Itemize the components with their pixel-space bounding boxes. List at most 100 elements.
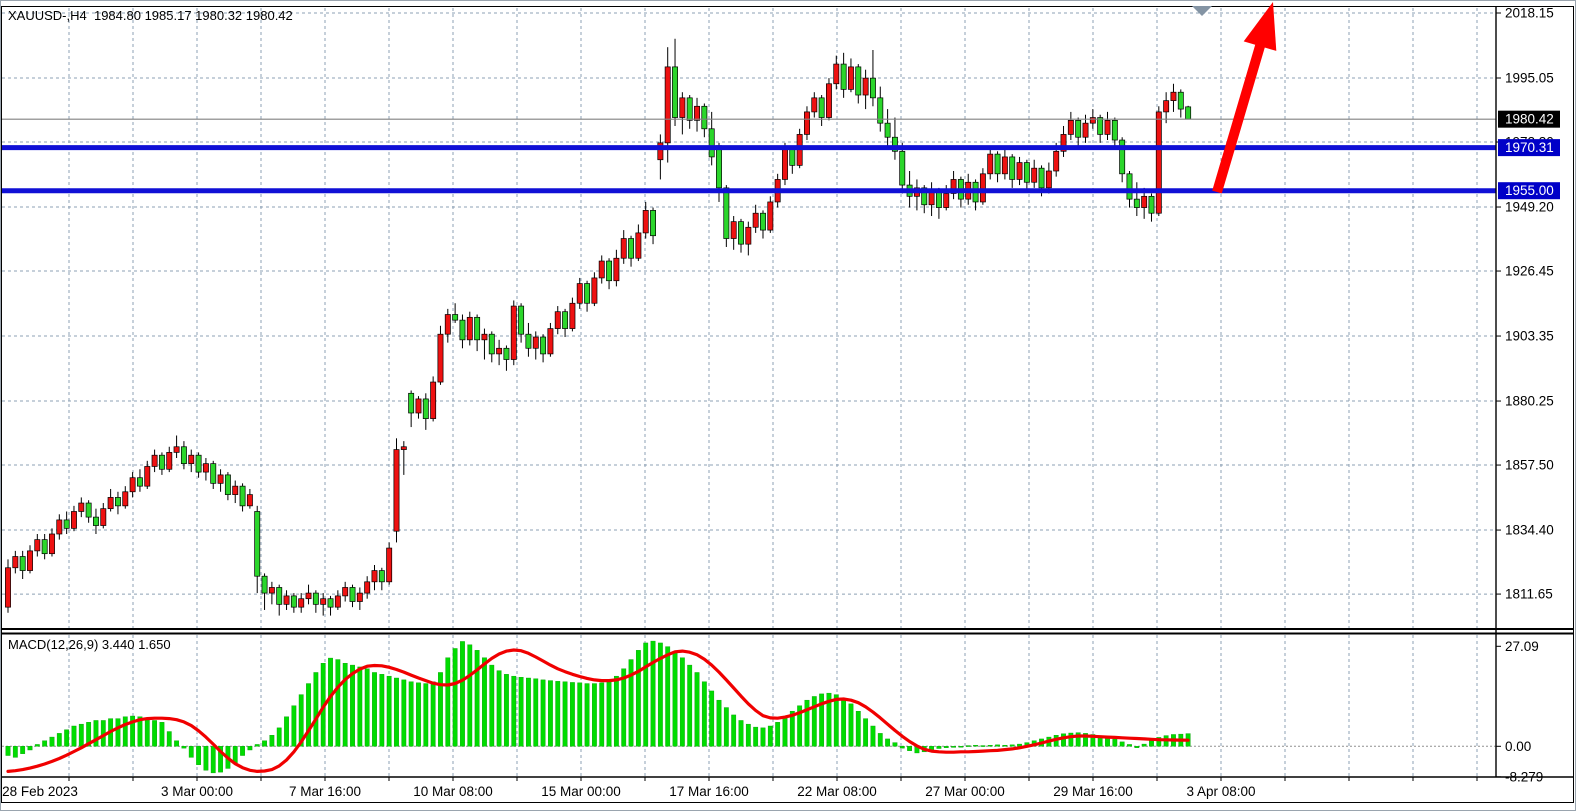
candle [202, 458, 209, 481]
macd-histogram-bar [203, 746, 209, 771]
macd-histogram-bar [232, 746, 238, 764]
current-price-badge-text: 1980.42 [1505, 112, 1554, 127]
candle [1148, 193, 1155, 222]
macd-histogram-bar [504, 674, 509, 747]
chart-frame [1, 6, 1574, 803]
macd-histogram-bar [342, 663, 348, 747]
macd-histogram-bar [1002, 744, 1008, 747]
candle [664, 47, 671, 163]
macd-histogram-bar [526, 677, 531, 747]
candle [129, 472, 136, 498]
candle [642, 201, 649, 239]
candle [100, 503, 107, 529]
candle [158, 452, 165, 475]
candle [481, 328, 488, 360]
macd-histogram-bar [650, 640, 656, 747]
macd-histogram-bar [115, 718, 121, 747]
macd-histogram-bar [49, 736, 55, 747]
candle [1119, 137, 1126, 183]
macd-histogram-bar [166, 731, 172, 747]
macd-histogram-bar [78, 723, 84, 747]
candle [804, 106, 810, 141]
candle [899, 142, 906, 194]
candle [1060, 125, 1067, 157]
macd-histogram-bar [797, 705, 803, 747]
candle [584, 280, 591, 312]
macd-histogram-bar [210, 746, 216, 774]
time-axis-label: 7 Mar 16:00 [289, 784, 361, 799]
macd-histogram-bar [892, 742, 898, 747]
candle [518, 303, 525, 343]
macd-histogram-bar [291, 705, 297, 747]
candle [49, 528, 55, 557]
candle [672, 38, 678, 126]
candle [760, 210, 766, 239]
macd-histogram-bar [863, 718, 869, 747]
macd-histogram-bar [1112, 738, 1118, 747]
candle [540, 334, 547, 363]
candle [320, 593, 327, 616]
macd-histogram-bar [577, 682, 583, 747]
candle [239, 483, 246, 512]
candle [400, 441, 407, 475]
macd-histogram-bar [196, 746, 201, 765]
candle [261, 573, 268, 610]
candle [27, 545, 33, 574]
macd-histogram-bar [877, 733, 883, 747]
candle [41, 533, 48, 560]
macd-histogram-bar [584, 683, 590, 747]
candle [224, 472, 231, 501]
candle [246, 488, 253, 509]
macd-histogram-bar [482, 657, 487, 747]
candle [1177, 89, 1184, 118]
trend-arrow-shaft[interactable] [1212, 38, 1267, 194]
macd-histogram-bar [489, 664, 495, 747]
candle [1031, 159, 1038, 188]
macd-histogram-bar [276, 727, 282, 747]
macd-histogram-bar [269, 735, 275, 747]
macd-histogram-bar [723, 707, 729, 747]
price-axis-label: 1834.40 [1505, 523, 1554, 538]
macd-histogram-bar [606, 681, 612, 747]
macd-histogram-bar [174, 740, 179, 747]
macd-histogram-bar [64, 729, 70, 747]
candle [466, 311, 473, 346]
pane-separator[interactable] [1, 628, 1574, 630]
macd-histogram-bar [460, 641, 465, 747]
macd-histogram-bar [1156, 737, 1162, 747]
trend-arrow-head[interactable] [1243, 2, 1277, 51]
macd-histogram-bar [716, 699, 722, 747]
macd-histogram-bar [643, 642, 649, 747]
macd-histogram-bar [635, 650, 641, 747]
macd-histogram-bar [943, 746, 949, 748]
macd-axis-label: 27.09 [1505, 639, 1539, 654]
candle [349, 584, 356, 608]
macd-histogram-bar [613, 675, 619, 747]
macd-histogram-bar [709, 690, 715, 747]
candle [342, 581, 349, 602]
macd-histogram-bar [364, 668, 370, 747]
macd-histogram-bar [159, 722, 165, 747]
macd-signal-line [6, 648, 1190, 773]
candle [1075, 117, 1082, 146]
macd-histogram-bar [12, 746, 18, 758]
candle [488, 331, 495, 363]
macd-histogram-bar [42, 740, 48, 747]
macd-histogram-bar [86, 722, 92, 747]
macd-histogram-bar [430, 681, 436, 747]
candle [833, 55, 840, 90]
candle [371, 564, 378, 591]
macd-histogram-bar [93, 720, 99, 747]
candle [657, 134, 664, 180]
candle [752, 204, 759, 233]
macd-histogram-bar [188, 746, 194, 758]
macd-histogram-bar [1061, 733, 1066, 747]
macd-histogram-bar [372, 672, 377, 747]
macd-histogram-bar [965, 745, 971, 747]
macd-histogram-bar [694, 672, 700, 747]
candle [869, 50, 876, 107]
candle [180, 441, 187, 470]
macd-histogram-bar [855, 711, 861, 747]
hline-price-badge-text: 1970.31 [1505, 140, 1554, 155]
price-axis-label: 1995.05 [1505, 71, 1554, 86]
